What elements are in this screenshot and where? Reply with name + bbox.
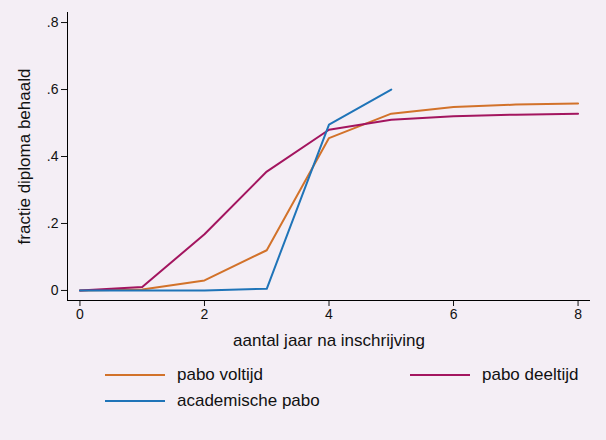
svg-text:0: 0 <box>76 306 84 322</box>
svg-text:.8: .8 <box>47 14 59 30</box>
svg-text:.4: .4 <box>47 148 59 164</box>
svg-text:.2: .2 <box>47 215 59 231</box>
svg-text:.6: .6 <box>47 81 59 97</box>
svg-text:6: 6 <box>450 306 458 322</box>
html-text:pabo deeltijd: pabo deeltijd <box>482 365 579 384</box>
html-text:pabo voltijd: pabo voltijd <box>177 365 263 384</box>
svg-text:2: 2 <box>201 306 209 322</box>
html-text:academische pabo: academische pabo <box>177 391 320 410</box>
svg-text:aantal jaar na inschrijving: aantal jaar na inschrijving <box>233 331 425 350</box>
svg-text:fractie diploma behaald: fractie diploma behaald <box>15 69 34 245</box>
svg-text:8: 8 <box>574 306 582 322</box>
svg-text:0: 0 <box>51 282 59 298</box>
svg-text:4: 4 <box>325 306 333 322</box>
